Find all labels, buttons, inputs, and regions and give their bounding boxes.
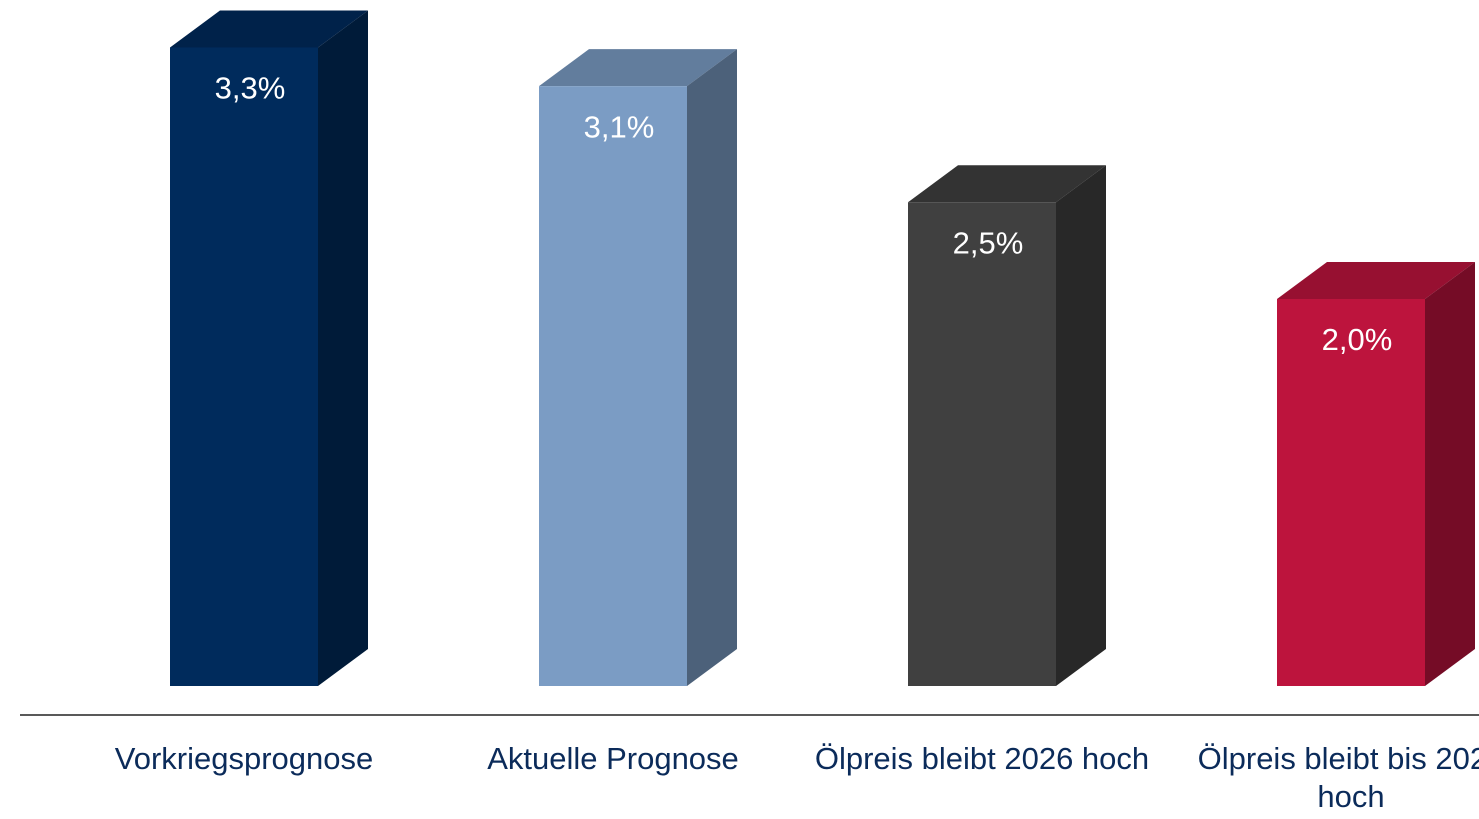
bar-top [908,165,1106,203]
bar-top [1277,262,1475,299]
x-tick-label: Vorkriegsprognose [114,741,374,776]
bar-side [1056,165,1106,686]
bar-top [539,49,737,87]
bar-top [170,10,368,48]
bar [170,47,318,686]
x-tick-label: Ölpreis bleibt bis 2027 hoch [1197,741,1479,814]
bar [908,202,1056,686]
bar-side [1425,262,1475,686]
value-label: 3,1% [584,109,655,144]
bar-side [318,10,368,686]
x-tick-label: Ölpreis bleibt 2026 hoch [814,741,1150,776]
x-tick-label: Aktuelle Prognose [487,741,739,776]
value-label: 2,0% [1322,322,1393,357]
value-label: 2,5% [953,225,1024,260]
value-label: 3,3% [215,71,286,106]
bar [539,86,687,686]
bar-side [687,49,737,686]
bar [1277,299,1425,686]
